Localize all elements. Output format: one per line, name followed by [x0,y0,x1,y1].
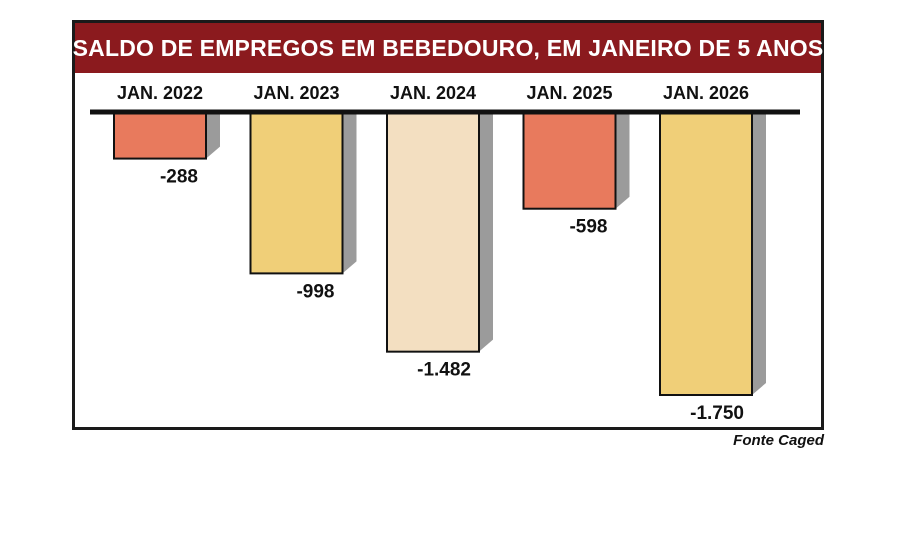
value-label: -288 [160,167,198,188]
category-label: JAN. 2023 [253,83,339,103]
category-label: JAN. 2026 [663,83,749,103]
bar [659,111,753,396]
bar [386,111,480,353]
category-label: JAN. 2022 [117,83,203,103]
chart-title: SALDO DE EMPREGOS EM BEBEDOURO, EM JANEI… [72,34,824,61]
bar-shadow [615,112,630,209]
bar [113,111,207,160]
bar-shadow [752,112,766,395]
category-label: JAN. 2024 [390,83,476,103]
value-label: -998 [296,281,334,302]
bar [522,111,617,210]
bar [249,111,344,275]
bar-shadow [342,112,357,274]
value-label: -1.482 [417,360,471,381]
title-bar: SALDO DE EMPREGOS EM BEBEDOURO, EM JANEI… [72,23,824,73]
bar-shadow [206,112,220,159]
value-label: -1.750 [690,403,744,424]
source-note: Fonte Caged [733,432,824,449]
value-label: -598 [569,217,607,238]
bar-shadow [479,112,493,352]
category-label: JAN. 2025 [526,83,612,103]
